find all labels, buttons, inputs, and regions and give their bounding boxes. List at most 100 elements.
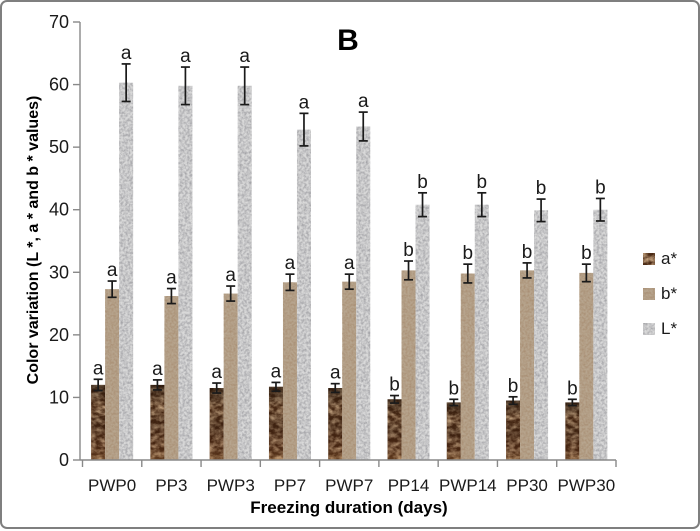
x-category-label: PWP14 bbox=[439, 476, 497, 495]
a-star-bar-pwp30: b bbox=[565, 378, 580, 460]
l-star-bar-pp3: a bbox=[178, 46, 193, 460]
y-tick-label: 30 bbox=[49, 262, 69, 282]
a-star-bar-pwp7: a bbox=[328, 363, 343, 460]
significance-letter: b bbox=[567, 378, 578, 399]
a-star-bar-pp30: b bbox=[506, 376, 521, 460]
significance-letter: a bbox=[344, 253, 355, 274]
bar-texture bbox=[356, 126, 371, 460]
legend-swatch-l-star bbox=[643, 323, 655, 335]
bar-shading bbox=[150, 384, 165, 460]
bar-texture bbox=[178, 85, 193, 460]
significance-letter: b bbox=[463, 243, 474, 264]
bar-shading bbox=[565, 402, 580, 460]
bar-texture bbox=[415, 204, 430, 460]
a-star-bar-pp3: a bbox=[150, 359, 165, 460]
bar-shading bbox=[209, 388, 224, 460]
b-star-bar-pwp14: b bbox=[460, 243, 475, 460]
significance-letter: b bbox=[522, 242, 533, 263]
x-category-label: PWP3 bbox=[207, 476, 255, 495]
legend-item-a-star: a* bbox=[643, 249, 677, 269]
l-star-bar-pwp30: b bbox=[593, 177, 608, 460]
legend-label-l-star: L* bbox=[661, 319, 678, 338]
y-tick-label: 20 bbox=[49, 325, 69, 345]
bar-texture bbox=[296, 129, 311, 460]
bar-texture bbox=[460, 273, 475, 460]
x-category-label: PP14 bbox=[388, 476, 430, 495]
l-star-bar-pp14: b bbox=[415, 172, 430, 460]
bar-texture bbox=[534, 210, 549, 460]
bar-texture bbox=[579, 272, 594, 460]
l-star-bar-pwp7: a bbox=[356, 91, 371, 460]
b-star-bar-pp7: a bbox=[282, 253, 297, 460]
significance-letter: b bbox=[449, 378, 460, 399]
y-axis-title: Color variation (L *, a * and b * values… bbox=[25, 95, 42, 385]
y-tick-label: 40 bbox=[49, 200, 69, 220]
significance-letter: b bbox=[389, 375, 400, 396]
b-star-bar-pp30: b bbox=[520, 242, 535, 460]
significance-letter: a bbox=[121, 43, 132, 64]
l-star-bar-pwp14: b bbox=[474, 172, 489, 460]
legend-swatch-b-star bbox=[643, 288, 655, 300]
l-star-bar-pwp0: a bbox=[119, 43, 134, 461]
significance-letter: a bbox=[299, 92, 310, 113]
x-category-label: PWP30 bbox=[558, 476, 616, 495]
bar-texture bbox=[593, 209, 608, 460]
x-axis-title: Freezing duration (days) bbox=[250, 498, 448, 517]
bar-texture bbox=[342, 281, 357, 460]
significance-letter: b bbox=[581, 243, 592, 264]
b-star-bar-pwp3: a bbox=[223, 265, 238, 460]
bar-texture bbox=[520, 270, 535, 460]
x-category-label: PP7 bbox=[274, 476, 306, 495]
significance-letter: a bbox=[211, 362, 222, 383]
bar-texture bbox=[164, 296, 179, 460]
legend-item-b-star: b* bbox=[643, 284, 677, 304]
y-tick-label: 60 bbox=[49, 75, 69, 95]
significance-letter: b bbox=[477, 172, 488, 193]
bar-shading bbox=[91, 384, 106, 460]
bar-texture bbox=[119, 82, 134, 461]
legend-label-b-star: b* bbox=[661, 284, 678, 303]
a-star-bar-pwp0: a bbox=[91, 358, 106, 460]
significance-letter: a bbox=[166, 268, 177, 289]
legend-swatch-a-star bbox=[643, 253, 655, 265]
y-tick-label: 0 bbox=[59, 450, 69, 470]
bar-texture bbox=[401, 270, 416, 460]
bar-shading bbox=[506, 400, 521, 460]
bar-shading bbox=[446, 402, 461, 460]
b-star-bar-pp14: b bbox=[401, 240, 416, 460]
b-star-bar-pp3: a bbox=[164, 268, 179, 460]
significance-letter: a bbox=[107, 260, 118, 281]
significance-letter: b bbox=[403, 240, 414, 261]
legend: a* b* L* bbox=[643, 249, 677, 339]
bar-shading bbox=[387, 399, 402, 460]
y-tick-label: 10 bbox=[49, 387, 69, 407]
significance-letter: a bbox=[180, 46, 191, 67]
a-star-bar-pp7: a bbox=[268, 361, 283, 460]
significance-letter: b bbox=[417, 172, 428, 193]
legend-label-a-star: a* bbox=[661, 249, 678, 268]
significance-letter: a bbox=[225, 265, 236, 286]
bar-texture bbox=[474, 204, 489, 460]
x-category-label: PP30 bbox=[506, 476, 548, 495]
x-category-label: PWP7 bbox=[325, 476, 373, 495]
b-star-bar-pwp0: a bbox=[105, 260, 120, 460]
l-star-bar-pwp3: a bbox=[237, 46, 252, 460]
b-star-bar-pwp7: a bbox=[342, 253, 357, 460]
significance-letter: b bbox=[536, 178, 547, 199]
l-star-bar-pp7: a bbox=[296, 92, 311, 460]
x-category-label: PP3 bbox=[155, 476, 187, 495]
bar-texture bbox=[105, 289, 120, 460]
significance-letter: a bbox=[271, 361, 282, 382]
a-star-bar-pp14: b bbox=[387, 375, 402, 460]
significance-letter: a bbox=[330, 363, 341, 384]
significance-letter: a bbox=[93, 358, 104, 379]
significance-letter: a bbox=[285, 253, 296, 274]
bar-texture bbox=[282, 282, 297, 460]
significance-letter: a bbox=[358, 91, 369, 112]
l-star-bar-pp30: b bbox=[534, 178, 549, 460]
y-tick-label: 70 bbox=[49, 12, 69, 32]
bar-texture bbox=[237, 85, 252, 460]
legend-item-l-star: L* bbox=[643, 319, 677, 339]
